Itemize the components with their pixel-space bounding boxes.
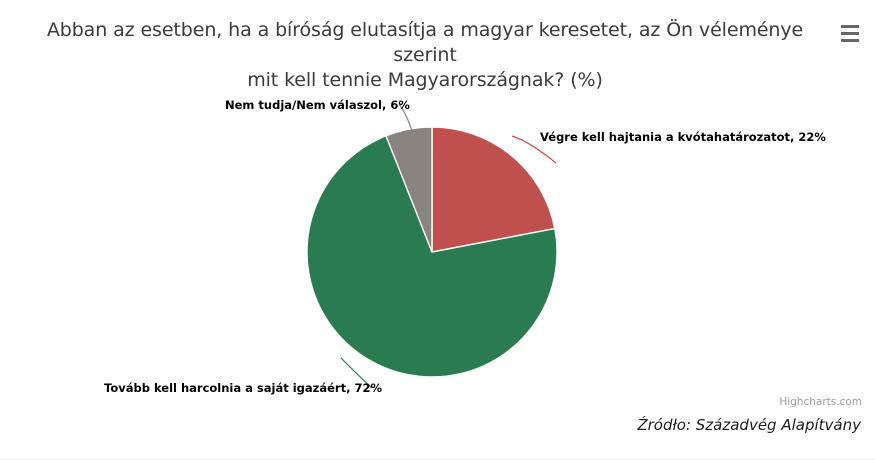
pie-slice-1[interactable] xyxy=(306,134,558,378)
chart-title: Abban az esetben, ha a bíróság elutasítj… xyxy=(40,18,810,93)
hamburger-bar-bottom xyxy=(841,39,859,42)
hamburger-menu-icon[interactable] xyxy=(837,22,863,46)
data-label-kvotahatarozat: Végre kell hajtania a kvótahatározatot, … xyxy=(540,130,826,144)
pie-slice-2[interactable] xyxy=(385,126,433,253)
connector-line-tovabb xyxy=(340,357,373,389)
hamburger-bar-top xyxy=(841,25,859,28)
pie-connector-group xyxy=(340,103,557,389)
highcharts-credits-link[interactable]: Highcharts.com xyxy=(779,396,862,408)
connector-line-nemtudja xyxy=(398,103,415,140)
chart-title-line-2: mit kell tennie Magyarországnak? (%) xyxy=(247,69,603,91)
hamburger-bar-middle xyxy=(841,32,859,35)
source-note: Źródło: Századvég Alapítvány xyxy=(637,416,861,434)
chart-title-line-1: Abban az esetben, ha a bíróság elutasítj… xyxy=(46,19,804,66)
pie-slice-0[interactable] xyxy=(431,126,556,253)
data-label-tovabb-harc: Tovább kell harcolnia a saját igazáért, … xyxy=(104,381,382,395)
data-label-nem-tudja: Nem tudja/Nem válaszol, 6% xyxy=(225,98,410,112)
pie-slice-group xyxy=(306,126,558,378)
connector-line-kvota xyxy=(511,135,557,164)
